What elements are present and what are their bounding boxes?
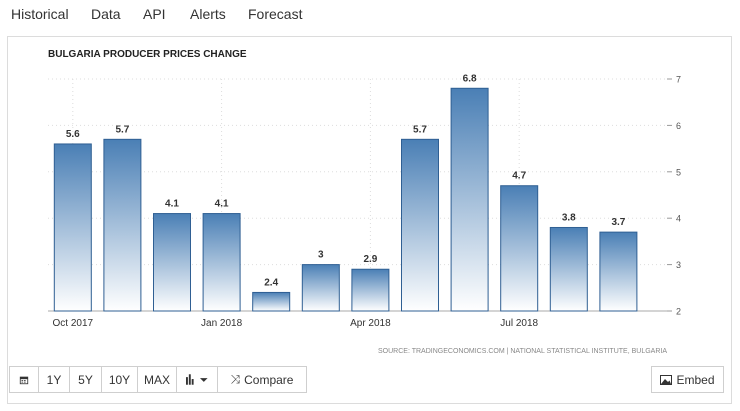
image-icon — [660, 374, 673, 385]
chart-title: BULGARIA PRODUCER PRICES CHANGE — [48, 49, 247, 60]
bar[interactable] — [103, 138, 142, 312]
tab-bar: Historical Data API Alerts Forecast — [0, 0, 740, 30]
bar-value-label: 4.7 — [512, 171, 526, 182]
chart-area: BULGARIA PRODUCER PRICES CHANGE 5.6 5.7 4.… — [48, 49, 681, 355]
bar-value-label: 5.6 — [66, 129, 80, 140]
bar[interactable] — [450, 87, 489, 312]
bar[interactable] — [599, 231, 638, 312]
tab-data[interactable]: Data — [91, 6, 121, 22]
y-tick-label: 5 — [676, 167, 681, 177]
bar-value-label: 2.9 — [363, 254, 377, 265]
range-5y-button[interactable]: 5Y — [69, 366, 102, 393]
x-tick-label: Apr 2018 — [350, 318, 391, 329]
range-1y-button[interactable]: 1Y — [38, 366, 70, 393]
bar[interactable] — [401, 138, 439, 312]
bar[interactable] — [301, 264, 340, 312]
y-tick-label: 6 — [676, 121, 681, 131]
y-tick-label: 4 — [676, 214, 681, 224]
embed-label: Embed — [676, 372, 715, 387]
bar-value-label: 4.1 — [165, 199, 179, 210]
x-tick-label: Oct 2017 — [53, 318, 94, 329]
tab-forecast[interactable]: Forecast — [248, 6, 303, 22]
x-tick-label: Jul 2018 — [500, 318, 538, 329]
x-tick-label: Jan 2018 — [201, 318, 243, 329]
bar[interactable] — [153, 213, 191, 312]
bar[interactable] — [500, 185, 539, 312]
chart-type-button[interactable] — [176, 366, 218, 393]
source-note: SOURCE: TRADINGECONOMICS.COM | NATIONAL … — [378, 348, 667, 355]
bar[interactable] — [202, 213, 241, 312]
y-tick-label: 7 — [676, 75, 681, 85]
tab-alerts[interactable]: Alerts — [190, 6, 226, 22]
range-toolbar: 1Y 5Y 10Y MAX ⤨ Compare — [9, 366, 307, 395]
y-tick-label: 2 — [676, 307, 681, 317]
calendar-button[interactable] — [9, 366, 39, 393]
bar-value-label: 3 — [318, 250, 324, 261]
tab-api[interactable]: API — [143, 6, 166, 22]
compare-button[interactable]: ⤨ Compare — [217, 366, 307, 393]
caret-down-icon — [200, 377, 208, 382]
bar-value-label: 3.8 — [562, 212, 576, 223]
range-10y-button[interactable]: 10Y — [101, 366, 138, 393]
tab-historical[interactable]: Historical — [11, 6, 69, 22]
bar[interactable] — [549, 226, 588, 312]
shuffle-icon: ⤨ — [230, 372, 241, 386]
bar-value-label: 6.8 — [463, 73, 477, 84]
bar-chart-icon — [186, 374, 194, 385]
bar-value-label: 3.7 — [611, 217, 625, 228]
bar-value-label: 5.7 — [115, 124, 129, 135]
bar[interactable] — [53, 143, 92, 312]
calendar-icon — [19, 376, 29, 384]
chart-panel: BULGARIA PRODUCER PRICES CHANGE 5.6 5.7 4.… — [7, 36, 732, 404]
bar[interactable] — [252, 291, 291, 312]
y-tick-label: 3 — [676, 260, 681, 270]
bar-value-label: 5.7 — [413, 124, 427, 135]
range-max-button[interactable]: MAX — [137, 366, 177, 393]
bar-value-label: 4.1 — [215, 199, 229, 210]
bar[interactable] — [351, 268, 390, 312]
bar-value-label: 2.4 — [264, 277, 278, 288]
embed-button[interactable]: Embed — [651, 366, 724, 393]
compare-label: Compare — [244, 372, 294, 387]
